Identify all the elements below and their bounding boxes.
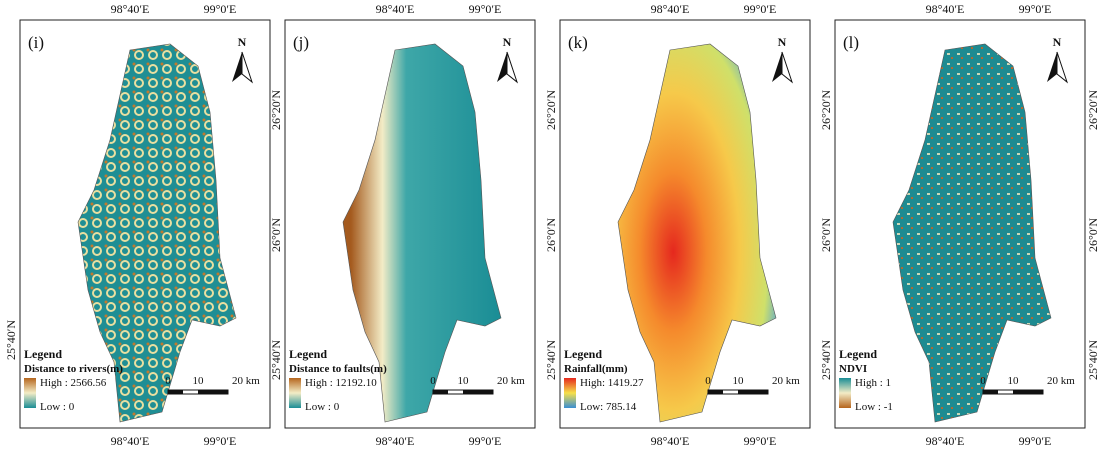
legend-colorbar — [839, 378, 851, 408]
lat-label: 26°20′N — [1086, 90, 1100, 130]
legend-high: High : 2566.56 — [40, 377, 107, 389]
legend-field: Distance to faults(m) — [289, 363, 387, 375]
scale-label: 10 — [458, 375, 470, 387]
scale-label: 10 — [1008, 375, 1020, 387]
scale-label: 20 km — [1047, 375, 1075, 387]
lon-label-bottom: 99°0′E — [204, 434, 237, 448]
scale-bar — [738, 390, 768, 394]
north-label: N — [503, 35, 512, 49]
scale-bar — [168, 390, 183, 394]
lon-label-top: 99°0′E — [1019, 2, 1052, 16]
lon-label-bottom: 99°0′E — [1019, 434, 1052, 448]
scale-label: 0 — [705, 375, 711, 387]
lat-label: 26°20′N — [544, 90, 558, 130]
scale-label: 0 — [430, 375, 436, 387]
legend-colorbar — [24, 378, 36, 408]
scale-label: 20 km — [497, 375, 525, 387]
north-arrow — [781, 51, 794, 84]
lat-label: 25°40′N — [544, 340, 558, 380]
lat-label: 26°0′N — [269, 218, 283, 252]
legend-high: High : 1 — [855, 377, 891, 389]
scale-label: 0 — [980, 375, 986, 387]
north-label: N — [238, 35, 247, 49]
scale-label: 20 km — [772, 375, 800, 387]
map-area — [77, 43, 237, 423]
panel-label: (j) — [293, 33, 309, 52]
lat-label: 26°0′N — [1086, 218, 1100, 252]
lon-label-top: 98°40′E — [926, 2, 965, 16]
panel-label: (k) — [568, 33, 588, 52]
north-arrow — [1047, 52, 1057, 82]
north-label: N — [778, 35, 787, 49]
legend-low: Low : -1 — [855, 401, 893, 413]
legend-colorbar — [564, 378, 576, 408]
legend-title: Legend — [564, 347, 602, 361]
lon-label-bottom: 98°40′E — [376, 434, 415, 448]
scale-label: 10 — [193, 375, 205, 387]
map-area — [617, 43, 777, 423]
north-arrow — [772, 52, 782, 82]
lon-label-top: 99°0′E — [204, 2, 237, 16]
lon-label-bottom: 98°40′E — [926, 434, 965, 448]
scale-bar — [198, 390, 228, 394]
legend-high: High : 12192.10 — [305, 377, 377, 389]
lat-label: 25°40′N — [269, 340, 283, 380]
lon-label-top: 98°40′E — [651, 2, 690, 16]
north-label: N — [1053, 35, 1062, 49]
lon-label-bottom: 99°0′E — [469, 434, 502, 448]
legend-low: Low : 0 — [305, 401, 340, 413]
scale-bar — [708, 390, 723, 394]
legend-field: Rainfall(mm) — [564, 363, 628, 375]
map-area — [342, 43, 502, 423]
north-arrow — [232, 52, 242, 82]
lon-label-top: 99°0′E — [744, 2, 777, 16]
lat-label: 26°0′N — [544, 218, 558, 252]
scale-label: 20 km — [232, 375, 260, 387]
lat-label: 26°20′N — [269, 90, 283, 130]
scale-bar — [1013, 390, 1043, 394]
lat-label: 26°0′N — [819, 218, 833, 252]
north-arrow — [497, 52, 507, 82]
lon-label-bottom: 98°40′E — [111, 434, 150, 448]
lon-label-top: 98°40′E — [111, 2, 150, 16]
legend-title: Legend — [289, 347, 327, 361]
map-area — [892, 43, 1052, 423]
north-arrow — [241, 51, 254, 84]
legend-low: Low: 785.14 — [580, 401, 637, 413]
lon-label-top: 98°40′E — [376, 2, 415, 16]
legend-field: NDVI — [839, 363, 867, 375]
lat-label: 25°40′N — [819, 340, 833, 380]
north-arrow — [506, 51, 519, 84]
lat-label: 25°40′N — [4, 320, 18, 360]
legend-field: Distance to rivers(m) — [24, 363, 123, 375]
lon-label-bottom: 98°40′E — [651, 434, 690, 448]
legend-title: Legend — [24, 347, 62, 361]
legend-title: Legend — [839, 347, 877, 361]
lon-label-bottom: 99°0′E — [744, 434, 777, 448]
scale-bar — [433, 390, 448, 394]
scale-label: 10 — [733, 375, 745, 387]
north-arrow — [1056, 51, 1069, 84]
legend-colorbar — [289, 378, 301, 408]
lon-label-top: 99°0′E — [469, 2, 502, 16]
lat-label: 25°40′N — [1086, 340, 1100, 380]
scale-label: 0 — [165, 375, 171, 387]
scale-bar — [983, 390, 998, 394]
panel-label: (l) — [843, 33, 859, 52]
legend-low: Low : 0 — [40, 401, 75, 413]
scale-bar — [463, 390, 493, 394]
panel-label: (i) — [28, 33, 44, 52]
lat-label: 26°20′N — [819, 90, 833, 130]
legend-high: High: 1419.27 — [580, 377, 644, 389]
